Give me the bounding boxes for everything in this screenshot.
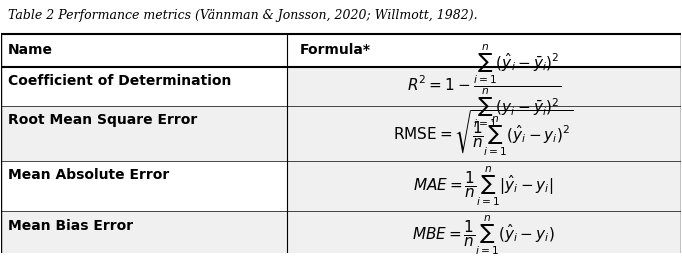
Text: $MBE = \dfrac{1}{n}\sum_{i=1}^{n}(\hat{y}_i - y_i)$: $MBE = \dfrac{1}{n}\sum_{i=1}^{n}(\hat{y… <box>412 214 555 257</box>
Text: Formula*: Formula* <box>300 43 371 57</box>
Text: $MAE = \dfrac{1}{n}\sum_{i=1}^{n}|\hat{y}_i - y_i|$: $MAE = \dfrac{1}{n}\sum_{i=1}^{n}|\hat{y… <box>413 164 554 208</box>
Text: Name: Name <box>8 43 53 57</box>
Text: Mean Absolute Error: Mean Absolute Error <box>8 168 169 182</box>
FancyBboxPatch shape <box>1 106 286 161</box>
Text: Root Mean Square Error: Root Mean Square Error <box>8 113 197 127</box>
Text: Mean Bias Error: Mean Bias Error <box>8 219 133 233</box>
FancyBboxPatch shape <box>1 67 286 106</box>
FancyBboxPatch shape <box>286 106 681 161</box>
Text: Table 2 Performance metrics (Vännman & Jonsson, 2020; Willmott, 1982).: Table 2 Performance metrics (Vännman & J… <box>8 9 478 22</box>
FancyBboxPatch shape <box>1 211 286 260</box>
Text: $R^2 = 1 - \dfrac{\sum_{i=1}^{n}(\hat{y}_i - \bar{y}_i)^2}{\sum_{i=1}^{n}(y_i - : $R^2 = 1 - \dfrac{\sum_{i=1}^{n}(\hat{y}… <box>406 42 561 130</box>
Text: $\mathrm{RMSE} = \sqrt{\dfrac{1}{n}\sum_{i=1}^{n}(\hat{y}_i - y_i)^2}$: $\mathrm{RMSE} = \sqrt{\dfrac{1}{n}\sum_… <box>394 108 574 158</box>
FancyBboxPatch shape <box>286 211 681 260</box>
Text: Coefficient of Determination: Coefficient of Determination <box>8 74 232 88</box>
FancyBboxPatch shape <box>1 34 681 67</box>
FancyBboxPatch shape <box>1 161 286 211</box>
FancyBboxPatch shape <box>286 67 681 106</box>
FancyBboxPatch shape <box>286 161 681 211</box>
